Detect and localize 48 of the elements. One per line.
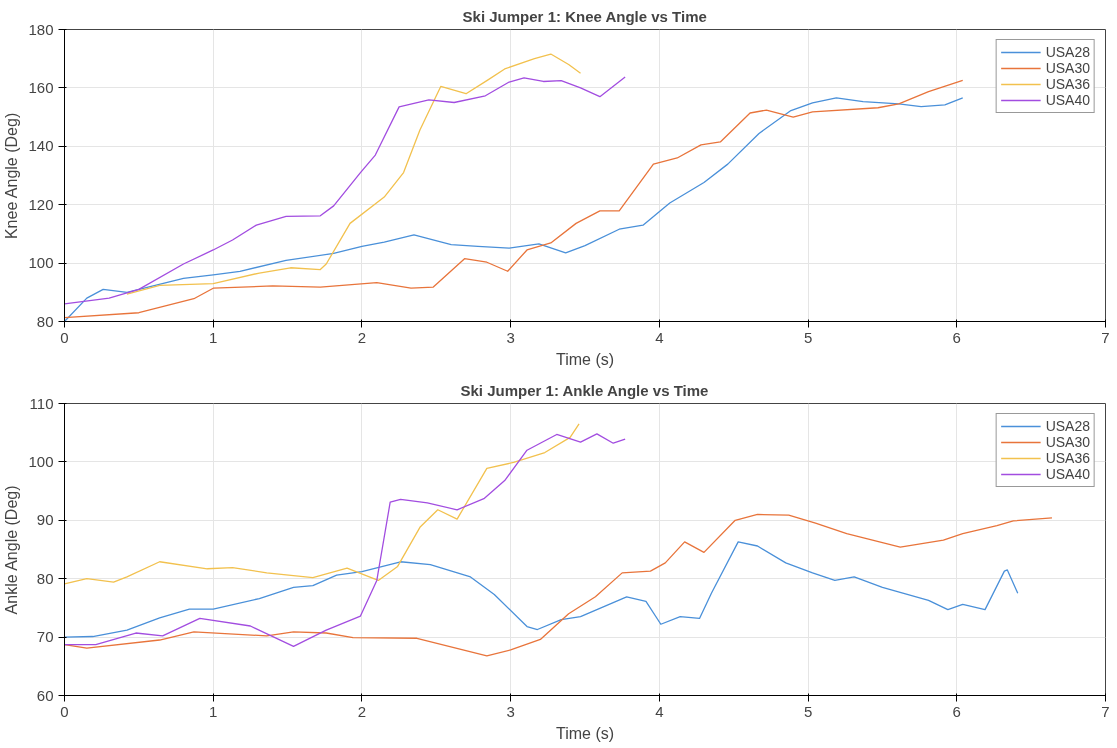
x-tick-label: 0 <box>60 328 69 346</box>
chart-title: Ski Jumper 1: Knee Angle vs Time <box>462 7 707 25</box>
line-series <box>64 433 626 648</box>
x-tick-label: 5 <box>803 328 813 346</box>
x-tick-label: 1 <box>209 702 218 720</box>
x-axis-title: Time (s) <box>555 350 615 368</box>
legend-label: USA28 <box>1045 44 1090 60</box>
line-series <box>64 76 626 305</box>
y-tick-label: 160 <box>28 78 54 96</box>
x-tick-label: 2 <box>357 702 367 720</box>
x-tick-label: 2 <box>357 328 367 346</box>
legend-label: USA36 <box>1045 450 1090 466</box>
legend-label: USA30 <box>1045 60 1090 76</box>
line-series <box>64 541 1019 638</box>
chart-title: Ski Jumper 1: Ankle Angle vs Time <box>460 381 709 399</box>
legend-label: USA28 <box>1045 418 1090 434</box>
y-tick-label: 100 <box>28 254 54 272</box>
x-tick-label: 1 <box>209 328 218 346</box>
y-tick-label: 140 <box>28 137 54 155</box>
line-series <box>126 53 582 295</box>
legend-label: USA40 <box>1045 92 1090 108</box>
x-tick-label: 0 <box>60 702 69 720</box>
x-tick-label: 5 <box>803 702 813 720</box>
y-tick-label: 60 <box>36 686 54 704</box>
x-tick-label: 4 <box>655 328 664 346</box>
y-tick-label: 80 <box>36 569 54 587</box>
y-tick-label: 120 <box>28 195 54 213</box>
line-series <box>64 423 580 585</box>
y-tick-label: 90 <box>36 511 54 529</box>
x-tick-label: 6 <box>952 328 961 346</box>
y-axis-title: Ankle Angle (Deg) <box>3 485 21 615</box>
x-tick-label: 3 <box>506 702 515 720</box>
line-series <box>64 513 1053 657</box>
y-tick-label: 70 <box>36 628 54 646</box>
x-tick-label: 7 <box>1101 328 1110 346</box>
y-tick-label: 180 <box>28 20 54 38</box>
legend-label: USA36 <box>1045 76 1090 92</box>
y-tick-label: 100 <box>28 452 54 470</box>
x-tick-label: 6 <box>952 702 961 720</box>
y-tick-label: 80 <box>36 312 54 330</box>
y-axis-title: Knee Angle (Deg) <box>3 112 21 240</box>
legend-label: USA40 <box>1045 466 1090 482</box>
y-tick-label: 110 <box>29 394 54 412</box>
x-tick-label: 4 <box>655 702 664 720</box>
x-tick-label: 7 <box>1101 702 1110 720</box>
x-axis-title: Time (s) <box>555 724 615 742</box>
legend-label: USA30 <box>1045 434 1090 450</box>
x-tick-label: 3 <box>506 328 515 346</box>
